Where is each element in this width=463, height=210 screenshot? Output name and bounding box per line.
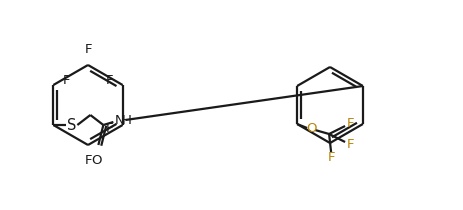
Text: S: S	[67, 118, 76, 133]
Text: O: O	[91, 154, 101, 167]
Text: F: F	[347, 117, 354, 130]
Text: F: F	[328, 151, 336, 164]
Text: N: N	[114, 113, 124, 126]
Text: F: F	[84, 154, 92, 167]
Text: F: F	[106, 75, 113, 88]
Text: F: F	[84, 43, 92, 56]
Text: F: F	[347, 138, 354, 151]
Text: H: H	[121, 113, 131, 126]
Text: F: F	[106, 122, 113, 135]
Text: F: F	[63, 75, 70, 88]
Text: O: O	[306, 122, 316, 135]
